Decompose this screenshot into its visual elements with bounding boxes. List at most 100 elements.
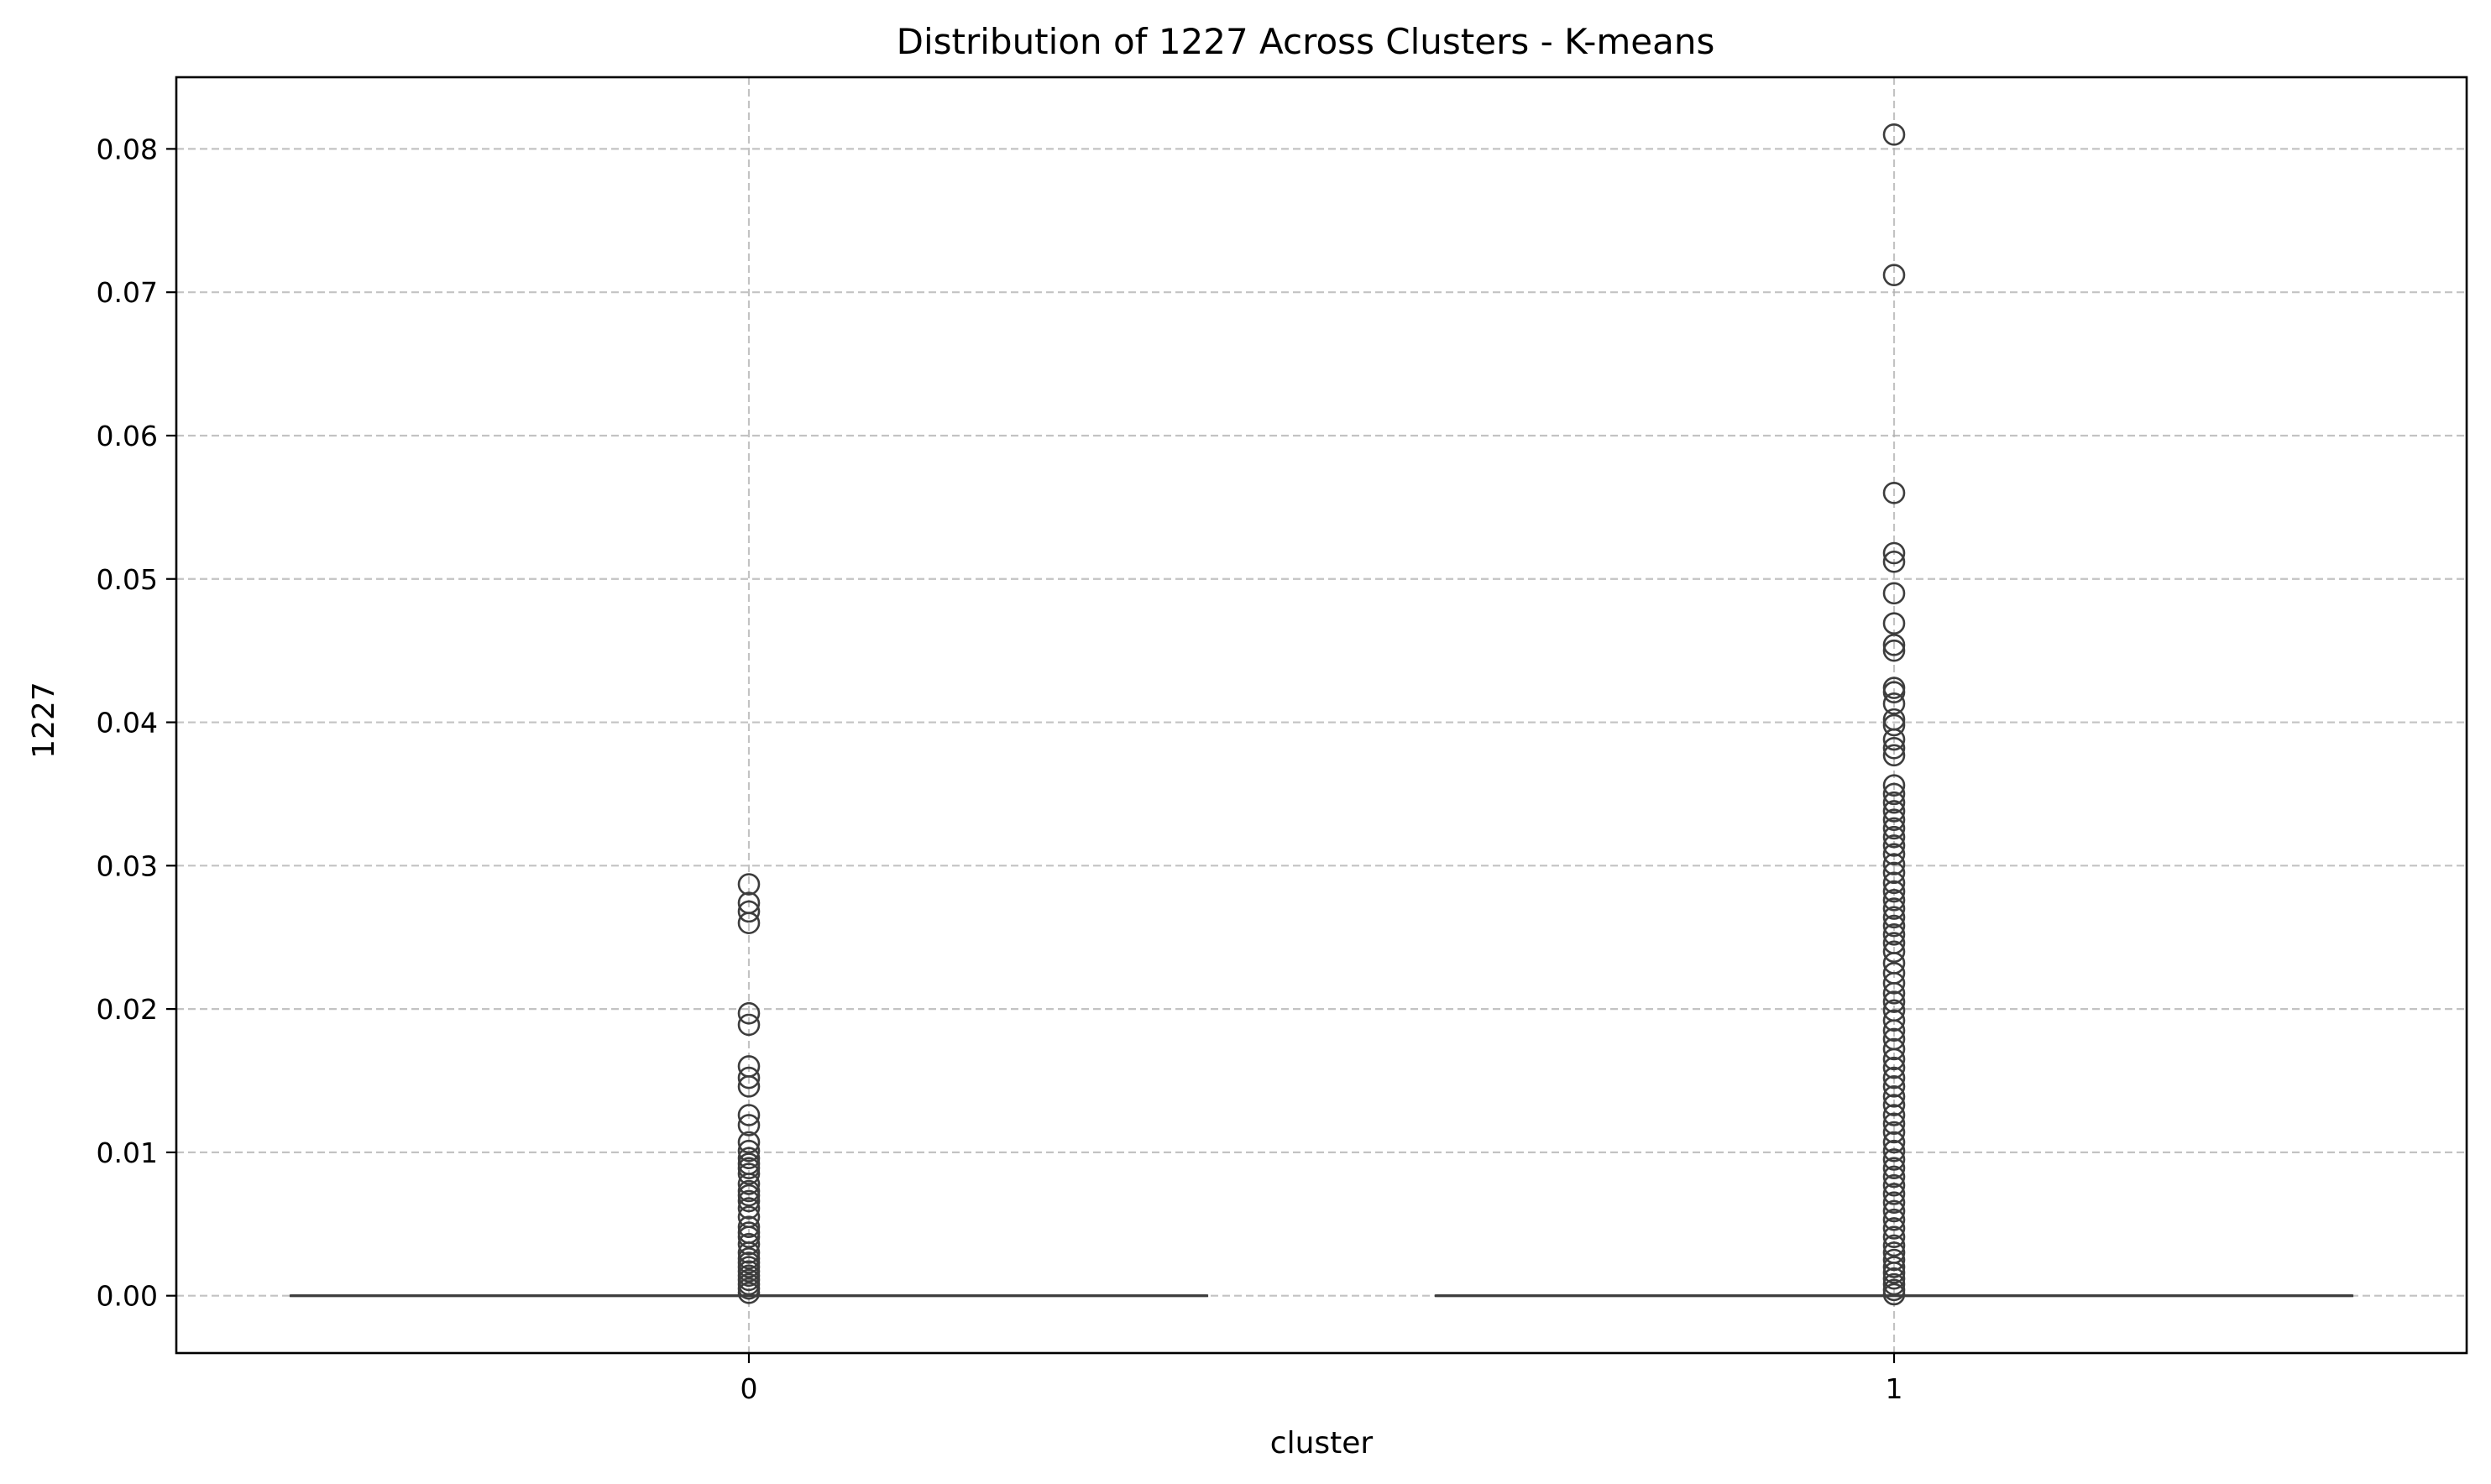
- outlier-point: [1882, 972, 1906, 995]
- outlier-point: [1882, 1225, 1906, 1248]
- outlier-point: [737, 1131, 761, 1154]
- outlier-point: [1882, 990, 1906, 1013]
- outlier-point: [1882, 825, 1906, 849]
- outlier-point: [1882, 612, 1906, 635]
- y-axis-ticks: 0.00 0.01 0.02 0.03 0.04 0.05 0.06 0.07 0.08: [97, 133, 176, 1313]
- outlier-point: [1882, 782, 1906, 806]
- x-axis-label: cluster: [1270, 1426, 1374, 1460]
- outlier-point: [737, 1232, 761, 1256]
- outlier-point: [737, 1241, 761, 1264]
- outlier-point: [1882, 906, 1906, 929]
- outlier-point: [1882, 541, 1906, 565]
- outlier-point: [737, 1104, 761, 1126]
- outlier-point: [1882, 1208, 1906, 1231]
- y-tick-label: 0.05: [97, 563, 158, 596]
- outlier-point: [737, 1184, 761, 1207]
- outlier-point: [1882, 1056, 1906, 1079]
- outlier-point: [1882, 1256, 1906, 1278]
- outlier-layer: [737, 123, 1906, 1306]
- outlier-point: [1882, 774, 1906, 797]
- outlier-point: [1882, 800, 1906, 823]
- outlier-point: [1882, 1234, 1906, 1257]
- y-tick-label: 0.08: [97, 133, 158, 165]
- outlier-point: [1882, 843, 1906, 865]
- outlier-point: [737, 1066, 761, 1089]
- outlier-point: [737, 912, 761, 934]
- outlier-point: [1882, 817, 1906, 840]
- y-axis-label: 1227: [27, 682, 61, 759]
- outlier-point: [1882, 1104, 1906, 1126]
- outlier-point: [1882, 1262, 1906, 1284]
- outlier-point: [1882, 1084, 1906, 1108]
- outlier-point: [1882, 1165, 1906, 1189]
- outlier-point: [737, 1173, 761, 1195]
- outlier-point: [1882, 681, 1906, 703]
- x-tick-label: 0: [740, 1372, 758, 1405]
- outlier-point: [1882, 1199, 1906, 1223]
- outlier-point: [1882, 1066, 1906, 1089]
- outlier-point: [1882, 1131, 1906, 1154]
- outlier-point: [1882, 889, 1906, 912]
- outlier-point: [1882, 853, 1906, 875]
- outlier-point: [1882, 1037, 1906, 1061]
- outlier-point: [737, 1225, 761, 1248]
- outlier-point: [1882, 1191, 1906, 1214]
- outlier-point: [1882, 1048, 1906, 1071]
- outlier-point: [1882, 1183, 1906, 1205]
- outlier-point: [1882, 736, 1906, 760]
- outlier-point: [737, 1001, 761, 1025]
- y-tick-label: 0.03: [97, 849, 158, 882]
- outlier-point: [737, 1013, 761, 1037]
- outlier-point: [737, 1157, 761, 1179]
- outlier-point: [1882, 728, 1906, 751]
- outlier-point: [1882, 1217, 1906, 1240]
- outlier-point: [1882, 582, 1906, 605]
- outlier-point: [737, 873, 761, 896]
- outlier-point: [1882, 861, 1906, 885]
- outlier-point: [737, 1163, 761, 1185]
- outlier-point: [1882, 1019, 1906, 1042]
- outlier-point: [1882, 1075, 1906, 1098]
- y-tick-label: 0.07: [97, 276, 158, 309]
- outlier-point: [1882, 880, 1906, 903]
- outlier-point: [1882, 1148, 1906, 1171]
- outlier-point: [737, 1114, 761, 1137]
- chart-title: Distribution of 1227 Across Clusters - K…: [897, 21, 1715, 62]
- outlier-point: [1882, 1009, 1906, 1032]
- outlier-point: [1882, 713, 1906, 737]
- outlier-point: [1882, 940, 1906, 964]
- outlier-point: [1882, 1121, 1906, 1144]
- outlier-point: [737, 1139, 761, 1163]
- outlier-point: [737, 900, 761, 923]
- outlier-point: [1882, 1272, 1906, 1296]
- outlier-point: [1882, 923, 1906, 946]
- outlier-point: [737, 1281, 761, 1304]
- outlier-point: [737, 1215, 761, 1239]
- y-tick-label: 0.04: [97, 707, 158, 739]
- y-tick-label: 0.02: [97, 993, 158, 1026]
- outlier-point: [1882, 1173, 1906, 1197]
- outlier-point: [737, 1075, 761, 1098]
- outlier-point: [1882, 744, 1906, 767]
- outlier-point: [737, 1189, 761, 1213]
- x-tick-label: 1: [1886, 1372, 1903, 1405]
- outlier-point: [1882, 1157, 1906, 1179]
- outlier-point: [1882, 871, 1906, 895]
- outlier-point: [1882, 123, 1906, 146]
- y-tick-label: 0.00: [97, 1280, 158, 1313]
- outlier-point: [1882, 692, 1906, 715]
- outlier-point: [1882, 808, 1906, 831]
- outlier-point: [1882, 550, 1906, 573]
- outlier-point: [1882, 481, 1906, 504]
- outlier-point: [737, 1147, 761, 1170]
- outlier-point: [1882, 1248, 1906, 1272]
- outlier-point: [1882, 639, 1906, 662]
- y-tick-label: 0.06: [97, 420, 158, 452]
- outlier-point: [1882, 791, 1906, 814]
- plot-frame: [175, 76, 2468, 1355]
- outlier-point: [1882, 982, 1906, 1005]
- outlier-point: [1882, 1267, 1906, 1290]
- outlier-point: [1882, 914, 1906, 938]
